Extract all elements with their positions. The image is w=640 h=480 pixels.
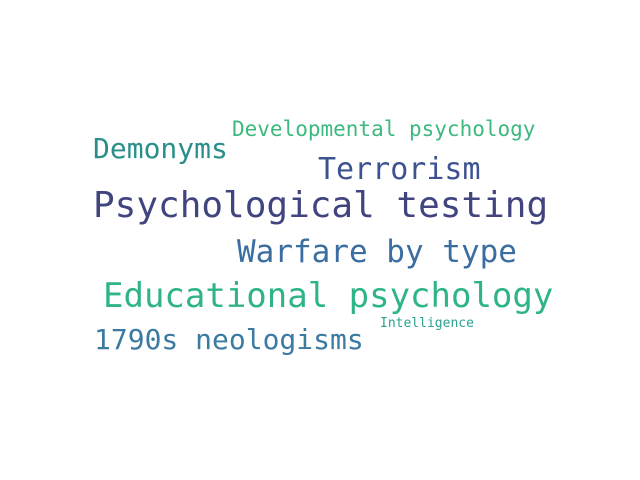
word-educational-psychology: Educational psychology — [103, 276, 554, 316]
word-warfare-by-type: Warfare by type — [237, 234, 517, 270]
word-terrorism: Terrorism — [318, 152, 481, 187]
word-1790s-neologisms: 1790s neologisms — [94, 323, 364, 356]
word-developmental-psychology: Developmental psychology — [232, 117, 536, 141]
word-psychological-testing: Psychological testing — [93, 185, 549, 226]
word-demonyms: Demonyms — [93, 132, 228, 165]
word-intelligence: Intelligence — [380, 316, 474, 331]
